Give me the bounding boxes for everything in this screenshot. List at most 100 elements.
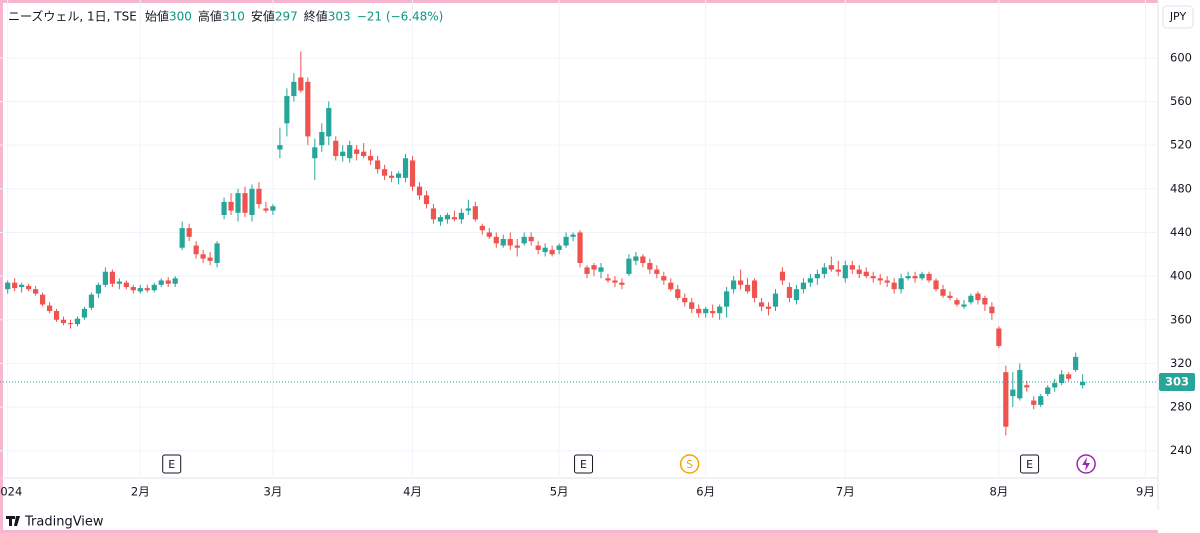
candle-body [647, 263, 653, 270]
legend-item: −21 (−6.48%) [357, 10, 444, 24]
candle-body [437, 217, 444, 222]
candle-body [39, 294, 46, 305]
x-tick-label: 8月 [989, 485, 1008, 499]
candle-body [619, 282, 625, 285]
candle-body [26, 285, 32, 290]
candle-body [828, 265, 834, 270]
candle-body [193, 245, 199, 255]
candle-body [1010, 389, 1016, 397]
brand: TradingView [6, 515, 104, 530]
candle-body [800, 282, 807, 290]
candle-body [703, 308, 709, 314]
currency-button[interactable] [1162, 5, 1194, 29]
candle-body [842, 265, 848, 279]
candle-body [654, 269, 660, 274]
candle-body [46, 305, 53, 312]
candle-body [577, 232, 583, 264]
candle-body [626, 258, 632, 274]
candle-body [549, 249, 555, 255]
event-label: E [168, 458, 175, 471]
x-tick-label: 6月 [696, 485, 715, 499]
candle-body [1031, 400, 1037, 405]
candle-body [1045, 387, 1051, 394]
candle-body [863, 271, 869, 277]
candle-body [961, 304, 967, 307]
candle-body [144, 288, 150, 291]
y-tick-label: 280 [1170, 400, 1192, 414]
candle-body [263, 208, 269, 211]
price-axis-bg [1158, 0, 1200, 533]
candle-body [528, 236, 534, 242]
candle-body [242, 193, 248, 213]
candle-body [382, 169, 388, 176]
currency-label[interactable]: JPY [1169, 10, 1187, 23]
candle-body [514, 245, 520, 248]
candle-body [779, 271, 786, 281]
candle-body [751, 280, 758, 298]
candle-body [12, 282, 18, 289]
candle-body [130, 287, 136, 291]
candle-body [1024, 385, 1030, 388]
candle-body [661, 276, 667, 281]
event-label: S [686, 458, 693, 471]
candle-body [277, 145, 283, 150]
candle-body [1052, 383, 1058, 388]
candle-body [1038, 396, 1044, 405]
candle-body [1017, 369, 1023, 399]
candle-body [877, 278, 883, 281]
x-tick-label: 3月 [264, 485, 283, 499]
candle-body [186, 228, 192, 237]
candle-body [989, 306, 995, 314]
candle-body [947, 295, 953, 298]
candle-body [409, 160, 416, 187]
candle-body [137, 288, 143, 292]
candle-body [368, 156, 374, 161]
legend-item: 始値 [145, 9, 169, 24]
candle-body [1003, 372, 1009, 427]
candle-body [682, 297, 688, 303]
y-tick-label: 520 [1170, 138, 1192, 152]
candle-body [270, 206, 276, 211]
candle-body [472, 206, 478, 220]
candle-body [786, 287, 793, 298]
candle-body [765, 306, 772, 309]
candle-body [165, 280, 171, 284]
candle-body [891, 282, 897, 290]
candle-body [179, 228, 185, 248]
candle-body [668, 282, 674, 290]
candle-body [235, 193, 241, 213]
candle-body [53, 311, 60, 320]
candle-body [305, 81, 311, 137]
candle-body [256, 188, 262, 205]
candle-body [1066, 374, 1072, 379]
candle-body [731, 280, 737, 290]
candle-body [856, 269, 862, 274]
y-tick-label: 440 [1170, 225, 1192, 239]
candle-body [451, 217, 458, 220]
candle-body [975, 293, 981, 301]
legend-item: 300 [169, 10, 192, 24]
candle-body [116, 281, 122, 284]
candle-body [996, 328, 1002, 346]
y-tick-label: 240 [1170, 443, 1192, 457]
candle-body [507, 239, 513, 246]
event-marker [574, 454, 594, 474]
candle-body [556, 245, 562, 250]
candle-body [388, 175, 395, 178]
candle-body [416, 186, 423, 196]
flash-icon [1082, 457, 1091, 471]
candle-body [898, 278, 904, 290]
candle-body [444, 214, 451, 220]
candle-body [347, 145, 353, 159]
candle-body [214, 243, 220, 264]
candle-body [696, 308, 702, 314]
candle-body [912, 276, 918, 279]
candle-body [340, 151, 346, 157]
y-tick-label: 600 [1170, 50, 1192, 64]
legend: ニーズウェル, 1日, TSE 始値 300 高値 310 安値 297 終値 303 −21 … [8, 9, 443, 24]
candle-body [423, 195, 430, 205]
candle-body [95, 284, 102, 294]
candle-body [598, 267, 604, 272]
brand-name: TradingView [24, 515, 104, 530]
candle-body [591, 265, 597, 270]
